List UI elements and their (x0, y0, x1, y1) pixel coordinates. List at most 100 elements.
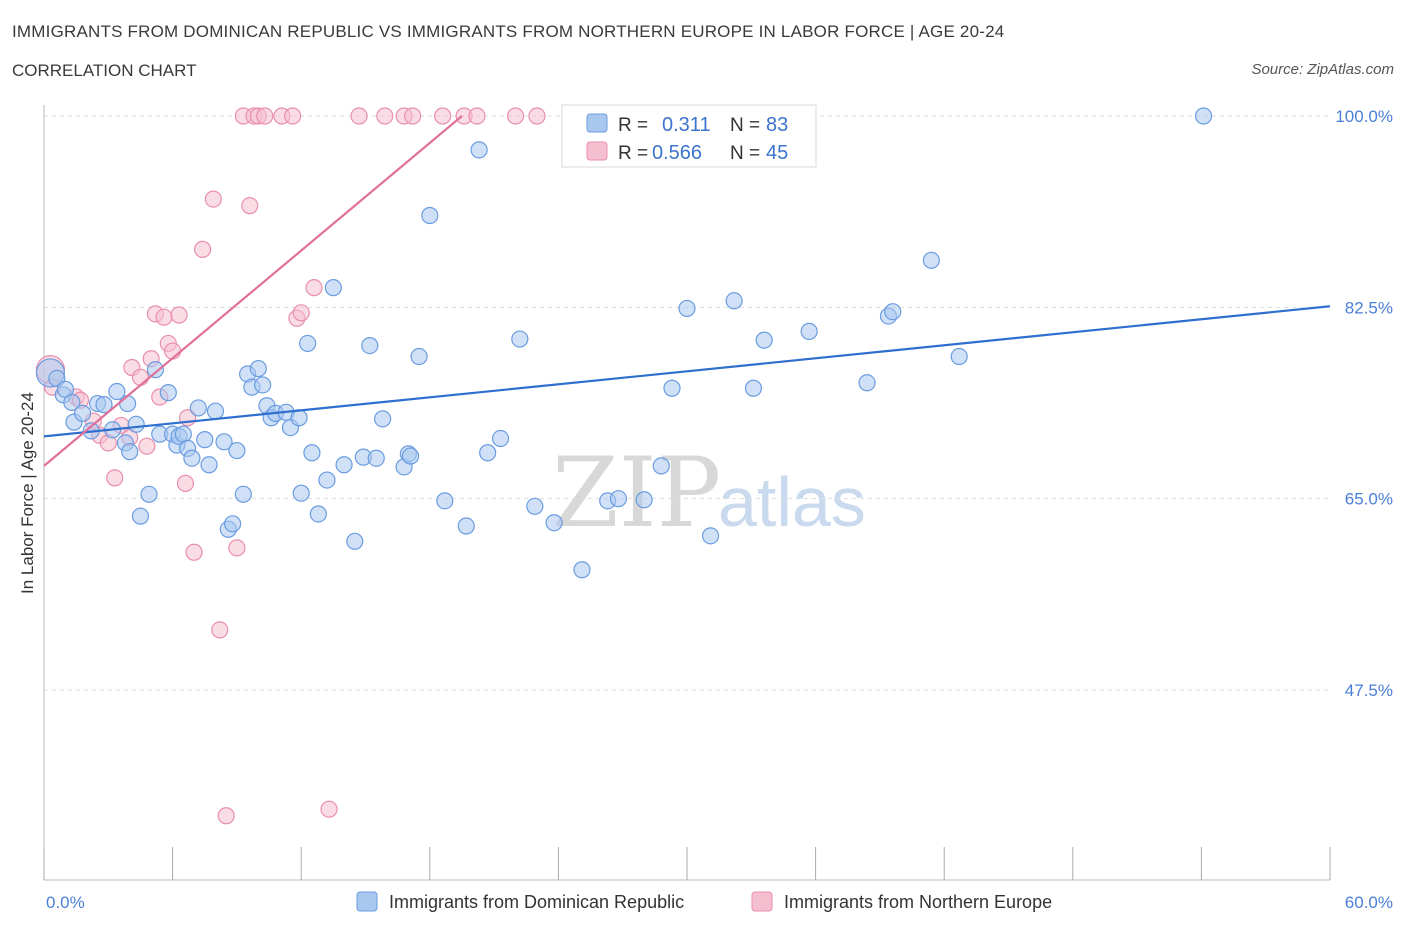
y-tick-labels: 47.5% 65.0% 82.5% 100.0% (1335, 107, 1393, 700)
chart-subtitle: CORRELATION CHART (12, 61, 197, 80)
point-northern-europe (176, 474, 195, 492)
point-dominican (254, 376, 272, 394)
watermark-zip: ZIP (552, 437, 721, 549)
stats-blue-n-label: N = (730, 115, 760, 136)
point-northern-europe (155, 308, 173, 326)
point-dominican (922, 251, 940, 269)
point-northern-europe (350, 107, 368, 125)
legend-swatch-dominican (356, 891, 378, 912)
point-dominican (189, 399, 207, 417)
point-dominican (234, 485, 252, 503)
stats-box: R = 0.311 N = 83 R = 0.566 N = 45 (561, 104, 817, 168)
point-dominican (755, 331, 773, 349)
point-dominican (63, 393, 81, 412)
point-dominican (140, 485, 158, 503)
point-dominican (73, 404, 92, 422)
y-tick-label: 100.0% (1335, 107, 1393, 126)
point-northern-europe (194, 240, 212, 258)
watermark-atlas: atlas (718, 463, 866, 541)
stats-blue-swatch (586, 113, 608, 133)
point-dominican (457, 517, 475, 535)
point-dominican (511, 330, 529, 348)
point-dominican (950, 347, 968, 366)
point-dominican (635, 491, 653, 509)
point-northern-europe (228, 539, 246, 557)
x-ticks (43, 847, 1331, 880)
point-dominican (410, 347, 428, 366)
point-dominican (303, 444, 321, 462)
source-credit: Source: ZipAtlas.com (1251, 61, 1394, 78)
point-dominican (146, 361, 165, 379)
point-northern-europe (131, 368, 150, 386)
x-tick-label-min: 0.0% (46, 893, 85, 912)
series-dominican-republic (35, 107, 1213, 579)
legend-swatch-northern-europe (751, 891, 773, 912)
point-dominican (292, 484, 310, 502)
gridlines (44, 115, 1330, 691)
stats-pink-swatch (586, 141, 608, 161)
point-dominican (183, 449, 201, 467)
point-dominican (858, 374, 876, 392)
stats-pink-r-value: 0.566 (652, 142, 702, 164)
trend-line-dominican (43, 305, 1331, 438)
point-northern-europe (528, 107, 546, 125)
point-dominican (309, 505, 327, 523)
point-dominican (206, 402, 225, 420)
point-dominican (127, 415, 145, 433)
legend-label-dominican: Immigrants from Dominican Republic (389, 892, 684, 912)
point-dominican (346, 532, 364, 550)
point-dominican (131, 507, 150, 525)
point-dominican (436, 492, 454, 510)
point-dominican (224, 515, 242, 533)
point-dominican (228, 441, 246, 460)
point-northern-europe (241, 197, 259, 215)
y-tick-label: 47.5% (1345, 681, 1393, 700)
point-dominican (573, 561, 591, 579)
point-dominican (374, 410, 392, 428)
y-tick-label: 82.5% (1345, 298, 1393, 317)
point-northern-europe (292, 304, 310, 322)
point-dominican (361, 337, 379, 355)
point-northern-europe (256, 107, 274, 125)
legend-label-northern-europe: Immigrants from Northern Europe (784, 892, 1052, 912)
stats-pink-n-label: N = (730, 143, 760, 164)
point-dominican (526, 497, 544, 515)
stats-blue-r-value: 0.311 (662, 114, 711, 136)
point-northern-europe (170, 306, 188, 324)
stats-pink-n-value: 45 (766, 142, 788, 164)
point-dominican (491, 429, 510, 448)
series-northern-europe (35, 107, 546, 825)
point-dominican (470, 141, 488, 159)
point-dominican (159, 384, 177, 402)
point-northern-europe (138, 437, 156, 455)
point-dominican (725, 292, 743, 310)
point-northern-europe (468, 107, 486, 125)
point-dominican (121, 443, 139, 461)
point-dominican (196, 431, 214, 449)
y-axis-title: In Labor Force | Age 20-24 (18, 392, 37, 594)
point-dominican (479, 444, 497, 462)
x-tick-label-max: 60.0% (1345, 893, 1393, 912)
point-dominican (744, 379, 763, 397)
point-northern-europe (404, 107, 422, 125)
stats-pink-r-label: R = (618, 143, 648, 164)
point-northern-europe (284, 107, 302, 125)
point-northern-europe (204, 190, 222, 208)
point-northern-europe (305, 279, 323, 297)
point-northern-europe (506, 107, 525, 125)
y-tick-label: 65.0% (1345, 490, 1393, 509)
point-dominican (421, 206, 439, 225)
point-dominican (335, 456, 353, 474)
point-dominican (249, 359, 267, 378)
point-dominican (663, 379, 681, 397)
point-dominican (215, 433, 233, 451)
point-dominican (200, 456, 218, 474)
point-northern-europe (164, 342, 182, 360)
point-dominican (401, 447, 420, 465)
point-dominican (367, 449, 385, 467)
trend-lines (43, 115, 1331, 467)
legend: Immigrants from Dominican Republic Immig… (356, 891, 1052, 912)
stats-blue-n-value: 83 (766, 114, 788, 136)
point-northern-europe (434, 107, 452, 125)
